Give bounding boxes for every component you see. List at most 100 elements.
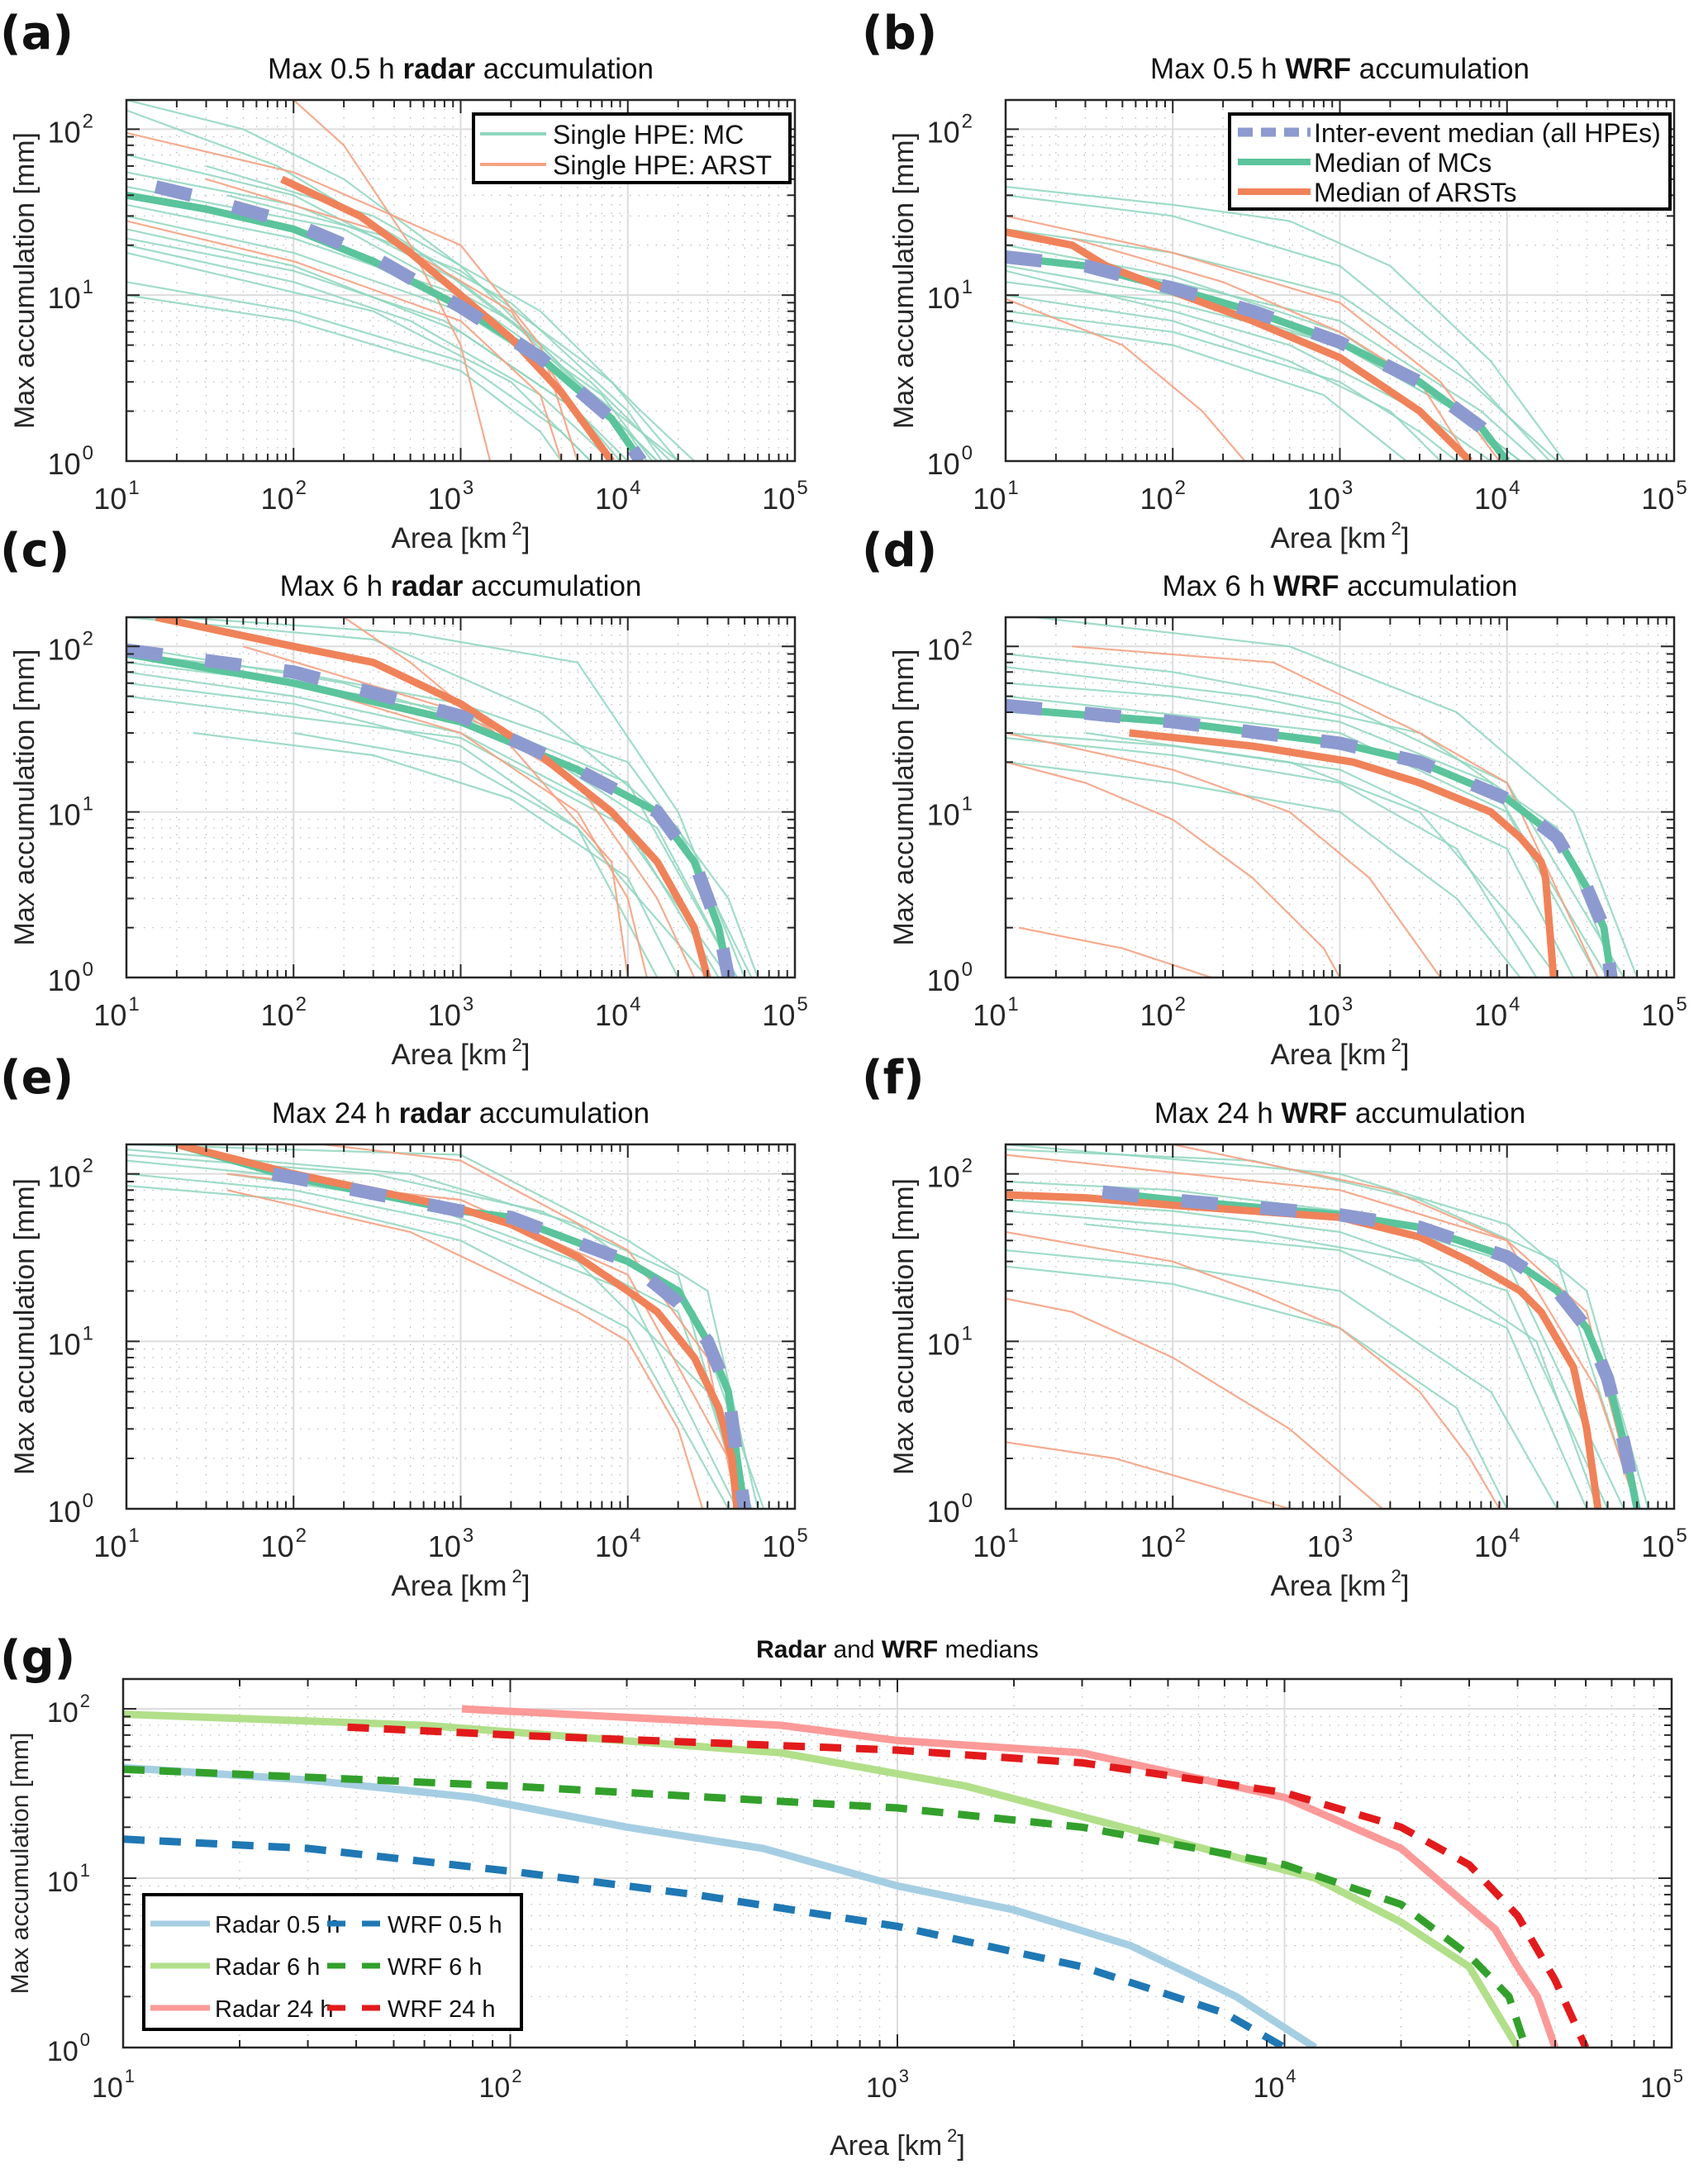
x-tick-label: 104 [595,1524,640,1563]
median-line-wrf-24-h [347,1723,1590,2048]
x-axis-label: Area [km 2] [830,2125,965,2162]
panel-label: (g) [0,1631,75,1685]
ticks [126,1144,796,1510]
title-bold-part: WRF [1282,1097,1348,1130]
x-axis-label: Area [km 2] [1270,1566,1409,1602]
median-arsts-line [1006,1191,1602,1509]
x-tick-label: 103 [428,993,473,1032]
x-tick-label-exponent: 4 [630,993,640,1016]
x-tick-label-exponent: 4 [630,477,640,499]
y-tick-label: 101 [48,1322,93,1361]
title-part: Max 0.5 h [1150,53,1285,85]
x-tick-label-exponent: 1 [1007,477,1018,499]
x-tick-label-exponent: 2 [1175,1524,1186,1547]
y-tick-label-exponent: 0 [80,2029,90,2050]
x-axis-label-sup: 2 [947,2125,957,2146]
x-tick-label: 103 [866,2066,909,2104]
single-hpe-mc-line [1006,320,1407,461]
x-tick-label-exponent: 4 [1286,2066,1296,2086]
single-hpe-arst-line [293,100,492,461]
y-tick-label: 102 [47,1691,90,1729]
x-tick-label: 105 [762,1524,807,1563]
x-tick-label-exponent: 2 [511,2066,521,2086]
x-axis-label: Area [km 2] [391,518,530,554]
y-tick-label: 101 [48,793,93,832]
x-tick-label: 101 [92,2066,135,2104]
x-tick-label: 103 [1307,993,1353,1032]
single-hpe-mc-line [126,1172,738,1509]
title-bold-part: radar [402,53,475,85]
y-axis-label: Max accumulation [mm] [9,649,40,946]
x-tick-label: 101 [973,1524,1018,1563]
x-tick-label: 102 [261,477,307,516]
x-tick-label-exponent: 5 [1676,1524,1687,1547]
single-hpe-mc-line [126,1144,759,1509]
chart-title: Max 0.5 h radar accumulation [268,53,654,85]
legend-label: WRF 0.5 h [388,1912,502,1938]
single-hpe-mc-line [126,185,648,461]
y-tick-label: 100 [47,2029,90,2067]
y-tick-label-exponent: 2 [962,1155,973,1177]
y-tick-label: 100 [48,958,93,997]
median-line-wrf-6-h [123,1765,1530,2048]
y-axis-label: Max accumulation [mm] [888,649,920,946]
x-tick-label: 102 [261,993,307,1032]
x-axis-label: Area [km 2] [391,1035,530,1071]
inter-event-median-line [271,1167,752,1509]
single-hpe-arst-line [226,1189,704,1509]
x-tick-label-exponent: 4 [1509,993,1520,1016]
x-axis-label-sup: 2 [1392,1566,1401,1586]
x-tick-label: 105 [1641,993,1687,1032]
legend-box [472,112,792,184]
x-tick-label: 102 [1140,1524,1186,1563]
data-layer [126,1144,765,1509]
y-tick-label-exponent: 1 [83,1322,93,1344]
x-tick-label-exponent: 1 [1007,993,1018,1016]
y-tick-label: 102 [48,1155,93,1194]
y-tick-label: 100 [927,442,973,481]
y-tick-label-exponent: 1 [83,793,93,816]
x-axis-label-end: ] [522,522,530,554]
y-axis-label: Max accumulation [mm] [7,1733,34,1995]
title-part: accumulation [1339,570,1517,602]
median-arsts-line [175,1144,741,1509]
x-tick-label-exponent: 4 [1509,477,1520,499]
y-tick-label-exponent: 1 [83,276,93,298]
y-tick-label-exponent: 0 [962,958,973,981]
single-hpe-arst-line [1006,731,1442,977]
ticks [1005,100,1675,462]
title-part: medians [938,1636,1039,1663]
single-hpe-mc-line [126,1149,765,1509]
title-bold-part: radar [399,1097,472,1130]
data-layer [1006,1144,1649,1509]
data-layer [1006,617,1639,977]
x-axis-label-sup: 2 [512,1566,522,1586]
panel-label: (b) [862,7,937,60]
median-line-radar-0-5-h [123,1763,1318,2048]
x-tick-label: 104 [1474,1524,1520,1563]
legend-label: Radar 24 h [215,1996,334,2023]
x-axis-label-end: ] [1401,1039,1410,1071]
x-tick-label: 101 [93,477,139,516]
title-part: Max 6 h [1163,570,1273,602]
single-hpe-arst-line [1018,926,1212,977]
single-hpe-mc-line [226,194,663,461]
x-tick-label-exponent: 5 [797,993,807,1016]
chart-title: Radar and WRF medians [756,1636,1039,1663]
single-hpe-mc-line [126,294,563,461]
y-tick-label: 102 [927,627,973,666]
y-axis-label: Max accumulation [mm] [9,1178,40,1475]
x-tick-label-exponent: 3 [1342,477,1353,499]
data-layer [123,1705,1590,2048]
single-hpe-mc-line [1006,1199,1609,1509]
x-tick-label: 102 [478,2066,521,2104]
x-tick-label-exponent: 3 [1342,1524,1353,1547]
single-hpe-mc-line [126,237,629,461]
title-bold-part: WRF [882,1636,938,1663]
title-part: accumulation [463,570,641,602]
single-hpe-mc-line [1006,294,1442,461]
